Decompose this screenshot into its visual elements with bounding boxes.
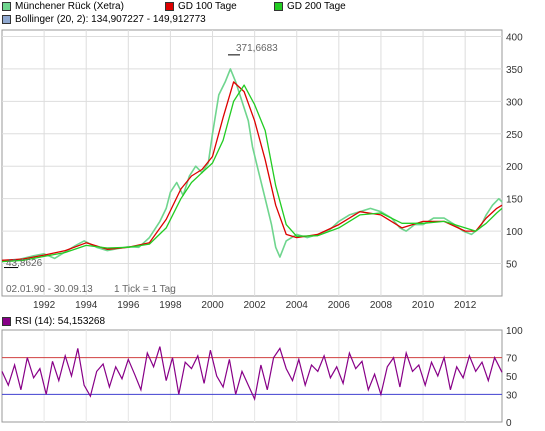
main-y-tick-label: 50 — [506, 260, 518, 271]
legend-item-gd100: GD 100 Tage — [165, 1, 237, 12]
main-y-tick-label: 250 — [506, 130, 523, 141]
x-tick-label: 2006 — [328, 300, 351, 311]
rsi-legend: RSI (14): 54,153268 — [2, 316, 105, 327]
series-line-gd100 — [1, 81, 503, 261]
rsi-plot-frame — [1, 329, 503, 423]
x-tick-label: 2002 — [244, 300, 267, 311]
rsi-y-tick-label: 0 — [506, 418, 512, 429]
chart-legend: Münchener Rück (Xetra) GD 100 Tage GD 20… — [0, 0, 545, 28]
x-tick-label: 2000 — [201, 300, 224, 311]
x-tick-label: 2004 — [286, 300, 309, 311]
series-line-rsi — [1, 346, 503, 401]
high-annotation: 371,6683 — [236, 43, 278, 54]
legend-item-gd200: GD 200 Tage — [274, 1, 346, 12]
x-tick-label: 2010 — [412, 300, 435, 311]
main-y-tick-label: 150 — [506, 195, 523, 206]
legend-label-muench: Münchener Rück (Xetra) — [15, 1, 124, 12]
series-line-price — [1, 68, 503, 262]
rsi-grid — [1, 329, 503, 423]
legend-label-gd200: GD 200 Tage — [287, 1, 346, 12]
main-plot-frame — [1, 29, 503, 297]
rsi-y-tick-label: 100 — [506, 326, 523, 337]
legend-item-bollinger: Bollinger (20, 2): 134,907227 - 149,9127… — [2, 14, 206, 25]
main-y-tick-label: 350 — [506, 65, 523, 76]
main-grid — [1, 29, 503, 297]
x-tick-label: 1994 — [75, 300, 98, 311]
legend-label-rsi: RSI (14): 54,153268 — [15, 316, 106, 327]
x-tick-label: 2008 — [370, 300, 393, 311]
x-tick-label: 1992 — [33, 300, 56, 311]
series-line-gd200 — [1, 84, 503, 263]
x-tick-label: 1996 — [117, 300, 140, 311]
date-range-label: 02.01.90 - 30.09.13 — [6, 284, 93, 295]
main-y-tick-label: 100 — [506, 227, 523, 238]
rsi-y-tick-label: 70 — [506, 354, 518, 365]
main-y-tick-label: 300 — [506, 97, 523, 108]
x-tick-label: 1998 — [159, 300, 182, 311]
main-series-group — [1, 54, 503, 269]
rsi-series-group — [1, 346, 503, 401]
x-tick-label: 2012 — [454, 300, 477, 311]
tick-info-label: 1 Tick = 1 Tag — [114, 284, 176, 295]
main-y-tick-label: 400 — [506, 32, 523, 43]
legend-swatch-gd200 — [274, 2, 283, 11]
low-annotation: 43,8626 — [6, 258, 43, 269]
legend-label-bollinger: Bollinger (20, 2): 134,907227 - 149,9127… — [15, 14, 206, 25]
rsi-y-tick-label: 30 — [506, 390, 518, 401]
legend-swatch-rsi — [2, 317, 11, 326]
legend-swatch-muench — [2, 2, 11, 11]
legend-swatch-bollinger — [2, 15, 11, 24]
main-y-tick-label: 200 — [506, 162, 523, 173]
legend-label-gd100: GD 100 Tage — [178, 1, 237, 12]
legend-swatch-gd100 — [165, 2, 174, 11]
rsi-y-tick-label: 50 — [506, 372, 518, 383]
legend-item-muench: Münchener Rück (Xetra) — [2, 1, 124, 12]
